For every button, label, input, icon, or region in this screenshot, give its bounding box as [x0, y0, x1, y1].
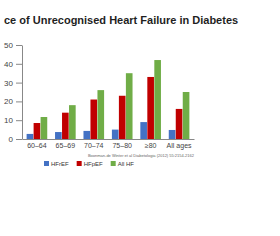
legend-label: All HF: [118, 161, 135, 167]
bar: [97, 90, 104, 139]
x-tick-label: 70–74: [84, 142, 104, 149]
x-tick: 65–69: [56, 142, 76, 149]
bar: [183, 92, 190, 139]
bar: [69, 105, 76, 139]
y-tick-mark: [16, 101, 22, 102]
y-tick-mark: [16, 64, 22, 65]
legend-item: HFrEF: [44, 161, 69, 167]
legend: HFrEF HFpEF All HF: [44, 161, 134, 167]
chart: ce of Unrecognised Heart Failure in Diab…: [0, 0, 280, 236]
legend-item: All HF: [111, 161, 135, 167]
x-axis: 60–64 65–69 70–74 75–80 ≥80 All ages: [23, 140, 195, 151]
title: ce of Unrecognised Heart Failure in Diab…: [4, 14, 238, 26]
bar: [140, 122, 147, 139]
bar: [112, 130, 119, 139]
y-tick: 40: [4, 60, 22, 69]
legend-item: HFpEF: [77, 161, 103, 167]
y-tick-label: 10: [4, 116, 13, 125]
y-tick-mark: [16, 45, 22, 46]
bar: [83, 131, 90, 139]
bar: [55, 132, 62, 139]
y-tick-label: 30: [4, 79, 13, 88]
x-tick-label: 60–64: [27, 142, 47, 149]
legend-label: HFpEF: [84, 161, 103, 167]
y-tick-label: 20: [4, 97, 13, 106]
legend-swatch: [77, 161, 82, 166]
x-tick-label: All ages: [167, 142, 192, 150]
bar: [34, 123, 41, 139]
background: [0, 0, 280, 236]
plot: 0 10 20 30 40 50 60–64 65–69 70–74 75–80 ≥80 All ag…: [4, 41, 194, 150]
x-axis-line: [23, 139, 195, 140]
x-tick: 75–80: [112, 142, 132, 149]
y-tick: 20: [4, 97, 22, 106]
legend-label: HFrEF: [51, 161, 69, 167]
bar: [169, 130, 176, 139]
bar: [126, 73, 133, 139]
x-tick-label: 75–80: [112, 142, 132, 149]
y-tick-label: 50: [4, 41, 13, 50]
legend-swatch: [111, 161, 116, 166]
x-tick: All ages: [167, 142, 192, 150]
bar: [27, 134, 34, 139]
bar: [119, 96, 126, 139]
bar: [62, 113, 69, 139]
x-tick: 60–64: [27, 142, 47, 149]
y-tick-label: 0: [9, 135, 14, 144]
bar: [154, 60, 161, 139]
y-tick-label: 40: [4, 60, 13, 69]
x-tick-label: ≥80: [145, 142, 157, 149]
y-tick-mark: [16, 120, 22, 121]
y-tick: 0: [9, 135, 22, 144]
y-tick-mark: [16, 83, 22, 84]
bar: [90, 100, 97, 139]
legend-swatch: [44, 161, 49, 166]
y-tick: 50: [4, 41, 22, 50]
source-note: Boonman-de Winter et al Diabetologia (20…: [88, 153, 195, 158]
x-tick: ≥80: [145, 142, 157, 149]
x-tick: 70–74: [84, 142, 104, 149]
y-tick-mark: [16, 139, 22, 140]
y-axis: 0 10 20 30 40 50: [4, 41, 22, 144]
bar: [41, 117, 48, 139]
bars: [27, 60, 190, 139]
y-tick: 30: [4, 79, 22, 88]
y-axis-line: [22, 46, 23, 140]
y-tick: 10: [4, 116, 22, 125]
bar: [176, 109, 183, 139]
bar: [147, 77, 154, 139]
x-tick-label: 65–69: [56, 142, 76, 149]
